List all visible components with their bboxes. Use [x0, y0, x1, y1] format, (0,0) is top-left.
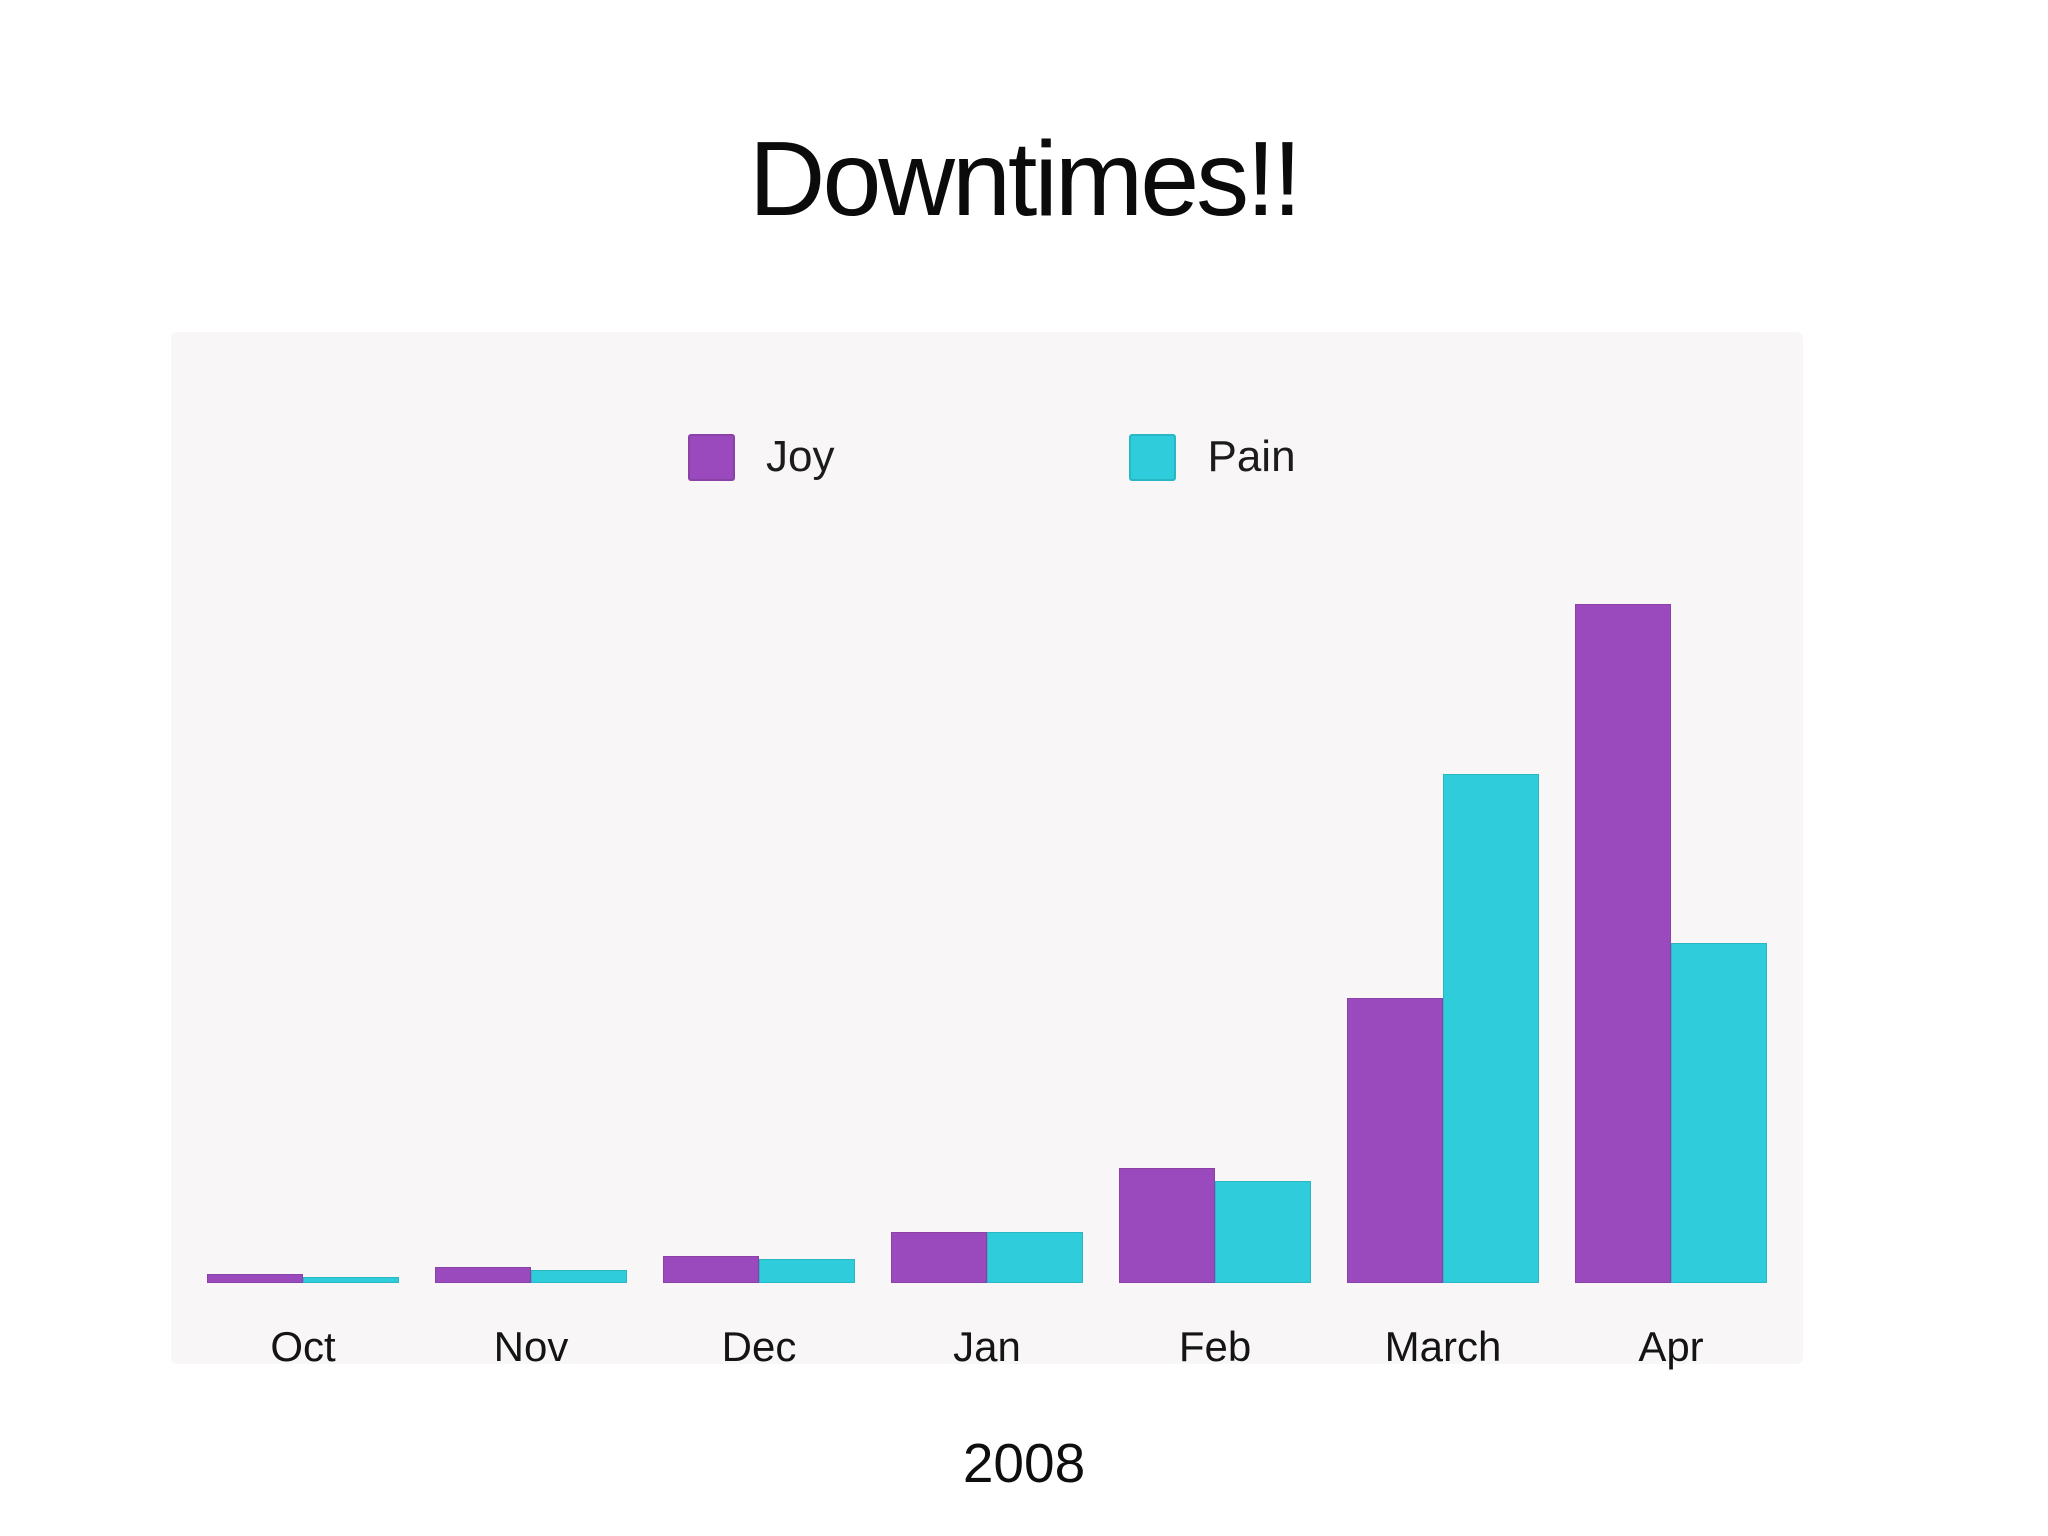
bar-chart-panel: Joy Pain Oct Nov Dec Jan Feb March Apr — [171, 332, 1803, 1370]
x-axis-label-march: March — [1384, 1323, 1502, 1370]
bar-joy-feb — [1119, 1168, 1215, 1283]
bar-joy-dec — [663, 1256, 759, 1283]
bar-pain-oct — [303, 1277, 399, 1283]
page-title: Downtimes!! — [748, 120, 1302, 238]
bar-group-apr — [1575, 604, 1767, 1283]
x-axis-label-oct: Oct — [270, 1323, 336, 1370]
x-axis-labels: Oct Nov Dec Jan Feb March Apr — [171, 1283, 1803, 1371]
legend-label-joy: Joy — [766, 432, 835, 481]
plot-area — [171, 332, 1803, 1283]
legend-item-pain: Pain — [1129, 432, 1296, 482]
bar-pain-march — [1443, 774, 1539, 1283]
bar-joy-jan — [891, 1232, 987, 1283]
bar-joy-apr — [1575, 604, 1671, 1283]
bar-pain-jan — [987, 1232, 1083, 1283]
x-axis-label-dec: Dec — [721, 1323, 797, 1370]
pain-swatch-icon — [1129, 433, 1177, 481]
bar-group-dec — [663, 1256, 855, 1283]
legend-item-joy: Joy — [688, 432, 834, 482]
x-axis-label-feb: Feb — [1178, 1323, 1252, 1370]
bar-group-march — [1347, 774, 1539, 1283]
bar-group-nov — [435, 1267, 627, 1283]
bar-pain-nov — [531, 1270, 627, 1283]
x-axis-label-apr: Apr — [1638, 1323, 1704, 1370]
bar-pain-apr — [1671, 943, 1767, 1283]
bar-joy-nov — [435, 1267, 531, 1283]
bar-joy-oct — [207, 1274, 303, 1283]
year-caption: 2008 — [962, 1432, 1086, 1494]
bar-group-jan — [891, 1232, 1083, 1283]
bar-joy-march — [1347, 998, 1443, 1283]
bar-pain-dec — [759, 1259, 855, 1283]
joy-swatch-icon — [688, 433, 735, 481]
bar-pain-feb — [1215, 1181, 1311, 1283]
x-axis-label-nov: Nov — [493, 1323, 569, 1370]
bar-group-oct — [207, 1274, 399, 1283]
legend-label-pain: Pain — [1207, 432, 1296, 481]
chart-legend: Joy Pain — [688, 432, 1296, 482]
x-axis-label-jan: Jan — [953, 1323, 1021, 1370]
bar-group-feb — [1119, 1168, 1311, 1283]
